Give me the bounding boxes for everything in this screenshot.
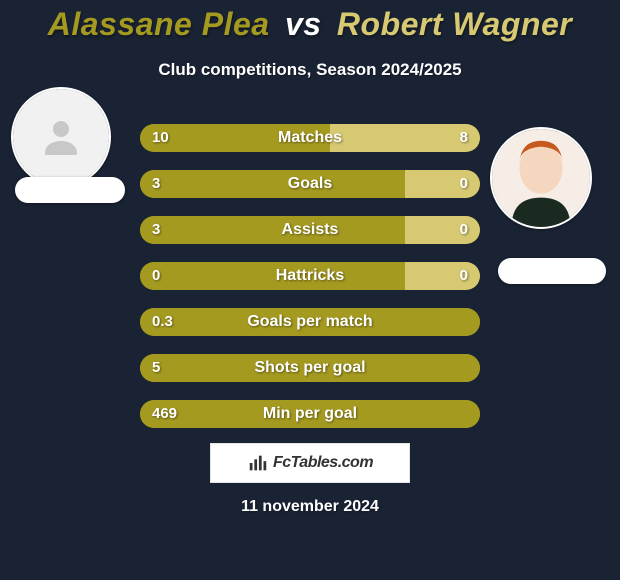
stat-row: Goals30 (140, 166, 480, 202)
title: Alassane Plea vs Robert Wagner (0, 6, 620, 43)
player1-avatar-placeholder (13, 89, 109, 185)
bar-track (140, 400, 480, 428)
player2-avatar (490, 127, 592, 229)
subtitle: Club competitions, Season 2024/2025 (0, 60, 620, 80)
watermark: FcTables.com (210, 443, 410, 483)
bar-track (140, 124, 480, 152)
bar-left-fill (140, 308, 480, 336)
bar-track (140, 262, 480, 290)
bar-left-fill (140, 216, 405, 244)
bar-left-fill (140, 262, 405, 290)
stat-row: Hattricks00 (140, 258, 480, 294)
comparison-bars: Matches108 Goals30 Assists30 Hattricks00 Goa… (140, 120, 480, 442)
title-player2: Robert Wagner (337, 6, 572, 42)
bar-right-fill (405, 262, 480, 290)
title-vs: vs (285, 6, 322, 42)
bar-right-fill (405, 216, 480, 244)
player2-club-pill (498, 258, 606, 284)
player1-avatar (11, 87, 111, 187)
watermark-text: FcTables.com (273, 454, 373, 472)
bar-left-fill (140, 400, 480, 428)
person-icon (37, 113, 85, 161)
stat-row: Matches108 (140, 120, 480, 156)
bar-right-fill (405, 170, 480, 198)
title-player1: Alassane Plea (48, 6, 270, 42)
stat-row: Goals per match0.3 (140, 304, 480, 340)
bar-left-fill (140, 124, 330, 152)
bar-left-fill (140, 354, 480, 382)
player1-club-pill (15, 177, 125, 203)
bar-track (140, 216, 480, 244)
bar-track (140, 170, 480, 198)
comparison-canvas: Alassane Plea vs Robert Wagner Club comp… (0, 0, 620, 580)
date: 11 november 2024 (0, 498, 620, 516)
stat-row: Min per goal469 (140, 396, 480, 432)
player2-portrait-icon (492, 129, 590, 227)
bar-track (140, 354, 480, 382)
bar-right-fill (330, 124, 480, 152)
stat-row: Shots per goal5 (140, 350, 480, 386)
bar-chart-icon (247, 452, 269, 474)
stat-row: Assists30 (140, 212, 480, 248)
bar-track (140, 308, 480, 336)
bar-left-fill (140, 170, 405, 198)
